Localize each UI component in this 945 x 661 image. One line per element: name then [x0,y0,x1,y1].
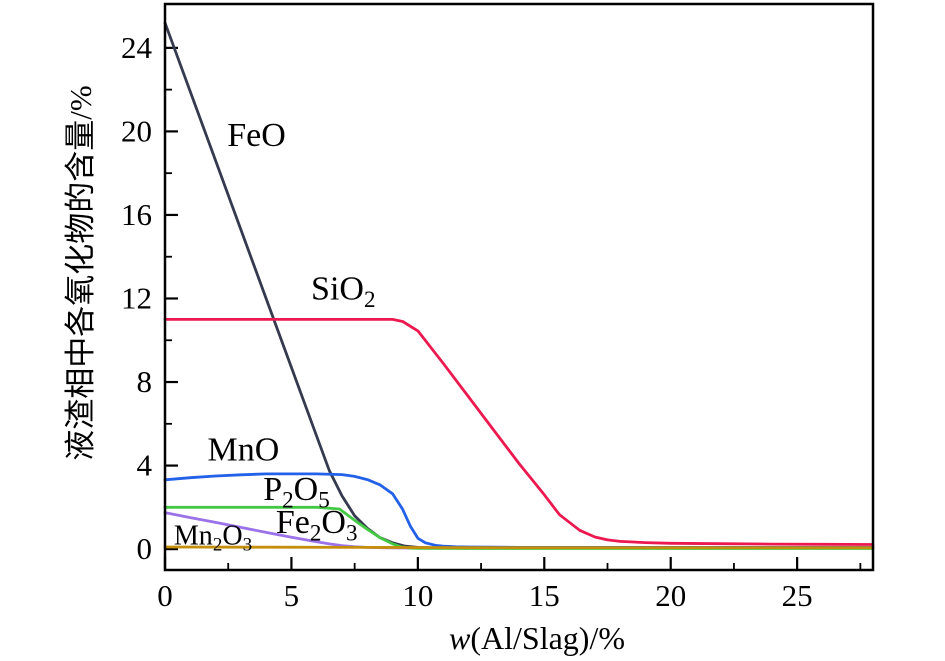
series-line-FeO [163,21,875,550]
y-tick-label: 20 [121,113,152,148]
series-label-SiO2: SiO2 [311,271,375,313]
series-line-P2O5 [163,505,875,550]
x-tick-label: 20 [655,578,686,613]
x-axis-title: w(Al/Slag)/% [449,620,625,656]
x-tick-label: 0 [157,578,173,613]
series-line-Mn2O3 [163,545,875,550]
x-tick-label: 5 [284,578,300,613]
y-tick-label: 8 [137,364,153,399]
y-tick-label: 16 [121,197,152,232]
y-tick-label: 0 [137,531,153,566]
plot-frame [163,2,875,572]
series-label-P2O5: P2O5 [263,471,330,513]
series-label-MnO: MnO [208,431,280,468]
y-axis-title: 液渣相中各氧化物的含量/% [63,85,98,460]
series-line-SiO2 [163,317,875,546]
y-tick-label: 4 [137,448,153,483]
x-tick-label: 25 [782,578,813,613]
series-label-FeO: FeO [227,117,286,154]
series-label-Fe2O3: Fe2O3 [276,504,358,546]
y-tick-label: 24 [121,30,153,65]
y-tick-label: 12 [121,280,152,315]
x-tick-label: 15 [529,578,560,613]
series-label-Mn2O3: Mn2O3 [174,521,252,556]
x-tick-label: 10 [402,578,433,613]
